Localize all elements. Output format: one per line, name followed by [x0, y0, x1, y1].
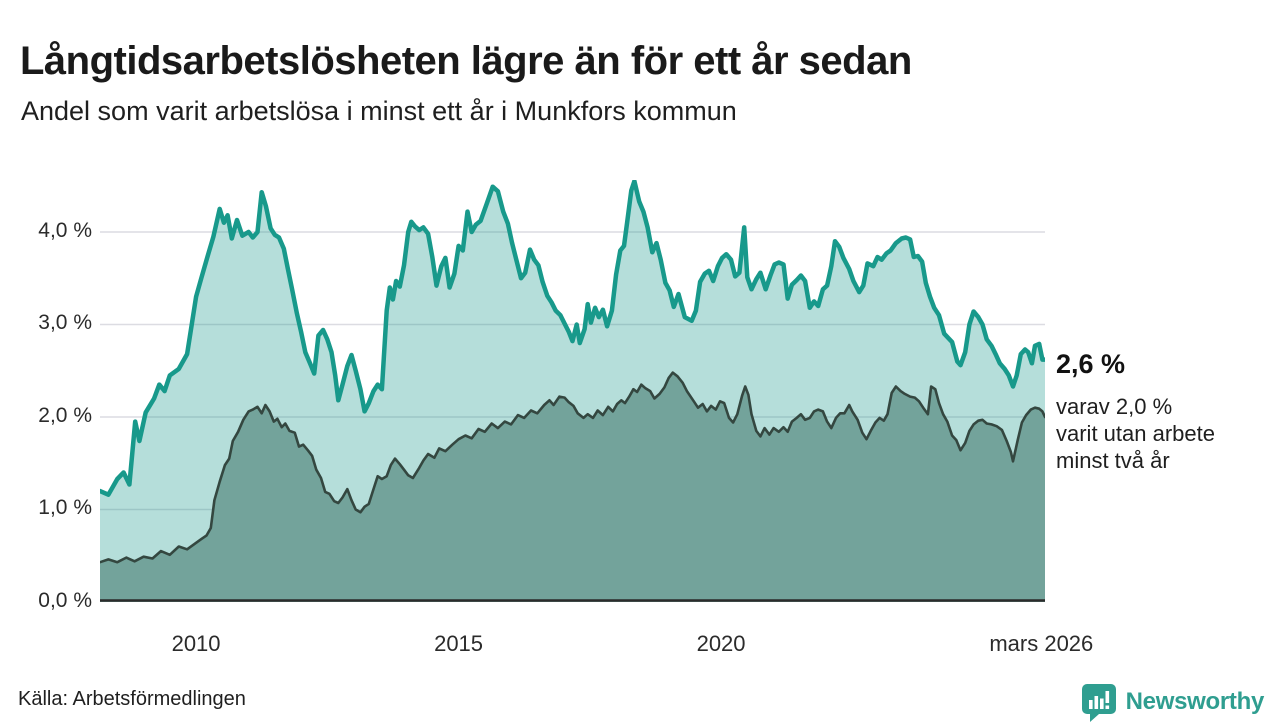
annotation-detail-3: minst två år	[1056, 448, 1170, 473]
line-two-year-unemployed	[98, 371, 1047, 564]
page-title: Långtidsarbetslösheten lägre än för ett …	[20, 38, 912, 83]
area-two-year-unemployed	[100, 372, 1045, 602]
newsworthy-logo-text: Newsworthy	[1125, 688, 1265, 715]
area-chart	[97, 178, 1048, 602]
annotation-detail-1: varav 2,0 %	[1056, 394, 1173, 419]
x-tick-label: 2015	[434, 631, 484, 656]
end-value-annotation: 2,6 % varav 2,0 % varit utan arbete mins…	[1056, 349, 1271, 474]
y-tick-label: 2,0 %	[38, 403, 92, 427]
newsworthy-logo: Newsworthy	[1080, 682, 1264, 722]
y-tick-label: 1,0 %	[38, 496, 92, 520]
source-credit: Källa: Arbetsförmedlingen	[18, 688, 246, 710]
chart-canvas	[97, 178, 1048, 602]
y-tick-label: 4,0 %	[38, 218, 92, 242]
annotation-detail-2: varit utan arbete	[1056, 421, 1215, 446]
x-tick-label: 2020	[696, 631, 746, 656]
x-tick-label: 2010	[171, 631, 221, 656]
end-value-label: 2,6 %	[1056, 349, 1126, 379]
y-tick-label: 0,0 %	[38, 589, 92, 612]
chart-subtitle: Andel som varit arbetslösa i minst ett å…	[21, 96, 737, 126]
newsworthy-logo-icon	[1081, 684, 1116, 722]
y-tick-label: 3,0 %	[38, 311, 92, 335]
line-total-unemployed	[97, 178, 1048, 497]
x-tick-label: mars 2026	[989, 631, 1094, 656]
